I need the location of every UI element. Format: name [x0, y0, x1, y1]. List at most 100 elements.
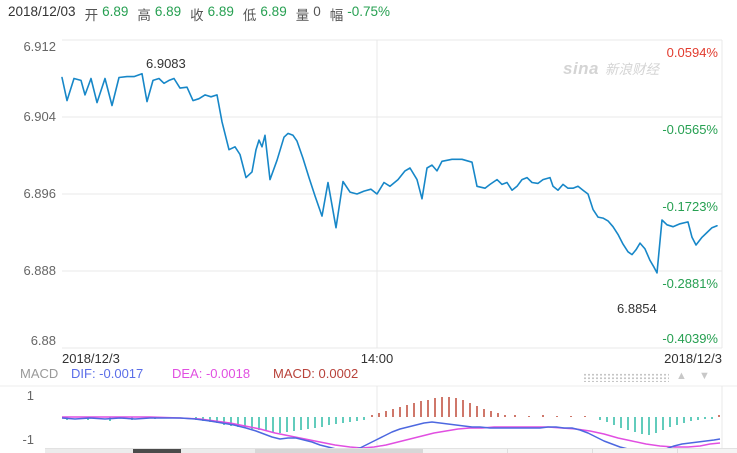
x-label-session-start: 2018/12/3 — [62, 351, 120, 366]
y-axis-price-label: 6.904 — [23, 109, 56, 124]
x-label-session-end: 2018/12/3 — [664, 351, 722, 366]
macd-title: MACD — [20, 366, 59, 381]
field-value: 6.89 — [260, 4, 287, 19]
macd-histogram-bar — [286, 417, 288, 432]
macd-histogram-bar — [497, 413, 499, 417]
field-value: 6.89 — [207, 4, 234, 19]
macd-histogram-bar — [556, 416, 558, 417]
macd-histogram-bar — [441, 397, 443, 417]
macd-macd-value: MACD: 0.0002 — [273, 366, 359, 381]
macd-histogram-bar — [514, 415, 516, 417]
quote-field-open: 开 6.89 — [85, 4, 129, 24]
scrollbar-segment — [45, 449, 134, 453]
panel-resize-handle[interactable] — [583, 373, 669, 382]
macd-histogram-bar — [448, 397, 450, 417]
macd-histogram-bar — [272, 417, 274, 433]
price-annotation: 6.8854 — [617, 301, 657, 316]
macd-histogram-bar — [413, 403, 415, 417]
macd-histogram-bar — [349, 417, 351, 422]
macd-histogram-bar — [244, 417, 246, 428]
macd-histogram-bar — [676, 417, 678, 425]
macd-histogram-bar — [216, 417, 218, 423]
macd-histogram-bar — [371, 415, 373, 417]
panel-down-arrow[interactable]: ▼ — [699, 370, 710, 382]
macd-histogram-bar — [718, 415, 720, 417]
y-axis-percent-label: -0.0565% — [662, 122, 718, 137]
macd-histogram-bar — [434, 398, 436, 417]
price-line — [61, 72, 718, 274]
x-label-1400: 14:00 — [360, 351, 394, 366]
macd-histogram-bar — [504, 415, 506, 417]
macd-histogram-bar — [427, 400, 429, 417]
macd-histogram-bar — [613, 417, 615, 425]
scrollbar-segment — [255, 449, 423, 453]
macd-histogram-bar — [363, 417, 365, 420]
macd-histogram-bar — [406, 405, 408, 417]
macd-axis-label: -1 — [22, 432, 34, 447]
macd-histogram-bar — [570, 416, 572, 417]
macd-histogram-bar — [599, 417, 601, 420]
scrollbar-ticks — [423, 449, 737, 453]
macd-histogram-bar — [265, 417, 267, 431]
macd-histogram-bar — [634, 417, 636, 432]
macd-histogram-bar — [399, 407, 401, 417]
macd-histogram-bar — [584, 416, 586, 417]
macd-histogram-bar — [455, 398, 457, 417]
macd-histogram-bar — [711, 417, 713, 419]
macd-histogram-bar — [392, 409, 394, 417]
macd-dea-value: DEA: -0.0018 — [172, 366, 251, 381]
dea-line — [62, 416, 721, 449]
quote-field-high: 高 6.89 — [137, 4, 181, 24]
macd-histogram-bar — [223, 417, 225, 425]
field-label: 低 — [242, 8, 257, 23]
scrollbar-segment — [181, 449, 255, 453]
macd-histogram-bar — [606, 417, 608, 422]
macd-histogram-bar — [356, 417, 358, 421]
macd-histogram-bar — [683, 417, 685, 423]
macd-histogram-bar — [490, 411, 492, 417]
macd-histogram-bar — [704, 417, 706, 419]
quote-field-low: 低 6.89 — [243, 4, 287, 24]
macd-histogram-bar — [462, 400, 464, 417]
macd-histogram-bar — [420, 401, 422, 417]
macd-histogram-bar — [669, 417, 671, 427]
macd-histogram-bar — [641, 417, 643, 434]
y-axis-price-label: 6.912 — [23, 39, 56, 54]
macd-histogram-bar — [342, 417, 344, 423]
x-axis: 2018/12/3 14:00 2018/12/3 — [0, 351, 737, 367]
macd-histogram-bar — [307, 417, 309, 429]
y-axis-price-label: 6.88 — [31, 333, 56, 348]
quote-field-volume: 量 0 — [296, 4, 321, 24]
y-axis-percent-label: -0.1723% — [662, 199, 718, 214]
macd-histogram-bar — [230, 417, 232, 426]
quote-header: 2018/12/03 开 6.89 高 6.89 收 6.89 低 6.89 量… — [8, 4, 390, 24]
y-axis-percent-label: 0.0594% — [667, 45, 719, 60]
field-label: 量 — [295, 8, 310, 23]
macd-histogram-bar — [251, 417, 253, 429]
y-axis-percent-label: -0.4039% — [662, 331, 718, 346]
macd-histogram-bar — [335, 417, 337, 424]
macd-histogram-bar — [300, 417, 302, 430]
field-value: -0.75% — [347, 4, 390, 19]
quote-field-close: 收 6.89 — [190, 4, 234, 24]
quote-date: 2018/12/03 — [8, 4, 76, 19]
macd-axis-label: 1 — [27, 388, 34, 403]
field-value: 6.89 — [154, 4, 182, 19]
macd-histogram-bar — [258, 417, 260, 430]
panel-up-arrow[interactable]: ▲ — [676, 370, 687, 382]
macd-header: MACD DIF: -0.0017 DEA: -0.0018 MACD: 0.0… — [0, 366, 737, 383]
macd-histogram-bar — [662, 417, 664, 430]
field-label: 收 — [190, 8, 204, 23]
macd-histogram-bar — [655, 417, 657, 433]
timeline-scrollbar[interactable] — [45, 448, 737, 453]
scrollbar-thumb[interactable] — [133, 449, 181, 453]
macd-histogram-bar — [209, 417, 211, 422]
macd-histogram-bar — [293, 417, 295, 431]
macd-histogram-bar — [648, 417, 650, 435]
field-label: 开 — [84, 8, 99, 23]
macd-histogram-bar — [476, 406, 478, 417]
macd-histogram-bar — [542, 415, 544, 417]
macd-histogram-bar — [528, 416, 530, 417]
